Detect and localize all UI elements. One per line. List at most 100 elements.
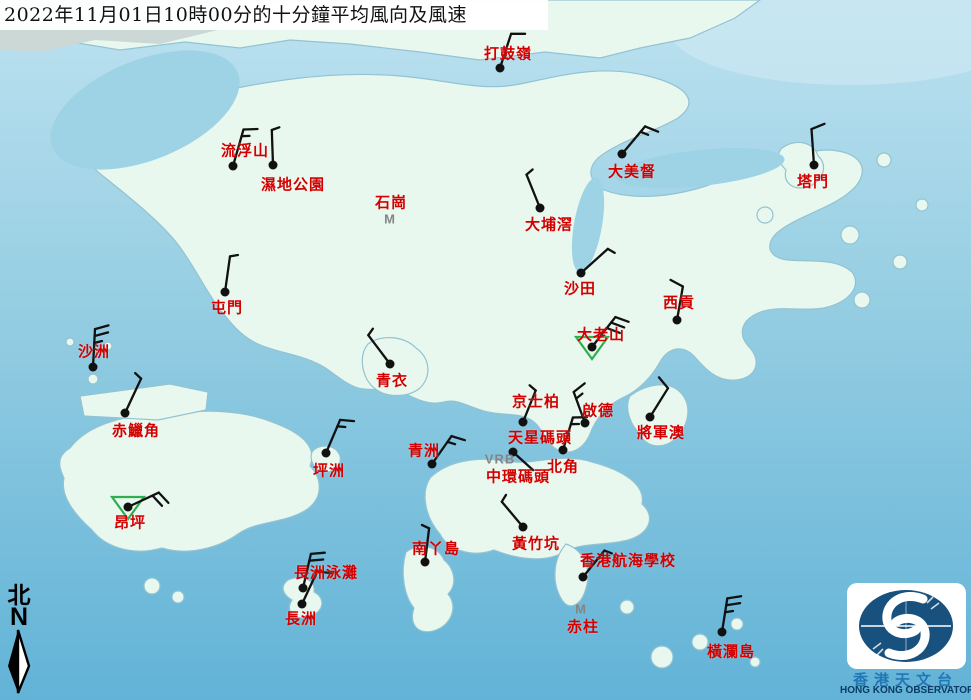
- station-dot: [120, 408, 130, 418]
- station-dot: [298, 583, 308, 593]
- wind-barb-tick-full: [726, 595, 743, 600]
- station-marker-m-stanley: M: [575, 601, 587, 617]
- wind-barb-tick-half: [446, 440, 457, 446]
- station-tseung-kwan-o: [645, 376, 670, 422]
- station-dot: [809, 160, 819, 170]
- tolo-harbour: [615, 148, 785, 188]
- station-label-sai-kung: 西貢: [662, 293, 696, 312]
- wind-barb-staff: [620, 125, 647, 156]
- station-dot: [672, 315, 682, 325]
- wind-barb-tick-half: [336, 425, 347, 429]
- station-label-sha-tin: 沙田: [563, 279, 597, 298]
- station-dot: [220, 287, 230, 297]
- wind-barb-tick-full: [93, 324, 110, 331]
- station-dot: [228, 161, 238, 171]
- wind-barb-tick-full: [93, 331, 110, 338]
- wind-barb-staff: [675, 285, 685, 322]
- station-dot: [268, 160, 278, 170]
- compass-north: 北 N: [2, 584, 36, 699]
- station-dot: [645, 412, 655, 422]
- station-label-north-point: 北角: [546, 457, 580, 476]
- station-dot: [495, 63, 505, 73]
- wind-barb-tick-full: [309, 551, 326, 556]
- station-dot: [420, 557, 430, 567]
- island-hong-kong: [424, 457, 651, 560]
- station-ngong-ping: [109, 491, 170, 521]
- wind-barb-tick-full: [725, 601, 742, 607]
- station-chek-lap-kok: [120, 371, 143, 418]
- station-dot: [717, 627, 727, 637]
- wind-barb-tick-half: [420, 523, 431, 530]
- wind-barb-tick-half: [639, 130, 650, 136]
- station-label-tsing-yi: 青衣: [375, 371, 409, 390]
- wind-barb-tick-full: [605, 326, 622, 335]
- wind-barb-staff: [581, 549, 606, 579]
- sensor-triangle-icon: [573, 335, 611, 361]
- wind-barb-tick-full: [242, 127, 259, 131]
- wind-barb-staff: [423, 527, 431, 564]
- north-arrow-icon: [8, 629, 31, 694]
- deep-bay: [50, 50, 240, 170]
- wind-barb-tick-full: [643, 125, 660, 133]
- station-waglan-island: [717, 595, 743, 637]
- station-ta-kwu-ling: [495, 32, 527, 73]
- wind-barb-staff: [561, 416, 575, 452]
- station-dot: [587, 342, 597, 352]
- station-lau-fau-shan: [228, 127, 259, 171]
- wind-barb-tick-half: [574, 392, 584, 400]
- station-dot: [88, 362, 98, 372]
- station-dot: [518, 522, 528, 532]
- wind-barb-tick-full: [614, 315, 630, 323]
- wind-barb-tick-full: [609, 321, 626, 329]
- wind-barb-staff: [324, 418, 342, 455]
- station-lamma-island: [420, 523, 431, 567]
- wind-barb-staff: [430, 434, 453, 466]
- wind-barb-staff: [498, 32, 513, 70]
- wind-barb-tick-half: [500, 493, 508, 503]
- station-label-cheung-chau: 長洲: [284, 609, 318, 628]
- wind-barb-staff: [367, 334, 392, 366]
- station-dot: [535, 203, 545, 213]
- wind-barb-tick-half: [525, 168, 534, 176]
- station-label-kai-tak: 啟德: [581, 401, 615, 420]
- island-tsing-yi: [361, 337, 429, 397]
- station-marker-m-shek-kong: M: [384, 211, 396, 227]
- wind-barb-tick-half: [270, 126, 281, 132]
- wind-barb-staff: [810, 127, 816, 167]
- station-wetland-park: [268, 126, 281, 170]
- sea-highlight: [670, 0, 971, 85]
- station-kings-park: [518, 384, 537, 427]
- wind-barb-tick-half: [134, 371, 143, 380]
- station-sha-chau: [88, 324, 110, 372]
- station-dot: [617, 149, 627, 159]
- wind-barb-staff: [270, 128, 275, 167]
- station-dot: [297, 599, 307, 609]
- wind-barb-tick-full: [316, 570, 333, 575]
- station-dot: [321, 448, 331, 458]
- sensor-triangle-icon: [109, 495, 147, 521]
- station-label-peng-chau: 坪洲: [312, 461, 346, 480]
- station-label-tap-mun: 塔門: [796, 172, 830, 191]
- station-star-ferry: [508, 447, 535, 472]
- station-label-cheung-chau-beach: 長洲泳灘: [293, 563, 359, 582]
- wind-barb-tick-full: [308, 558, 325, 562]
- station-label-stanley: 赤柱: [566, 617, 600, 636]
- station-wong-chuk-hang: [500, 493, 528, 532]
- wind-barb-tick-half: [93, 339, 104, 345]
- wind-barb-tick-half: [367, 327, 375, 337]
- hko-name-chinese: 香港天文台: [852, 671, 958, 689]
- station-label-ngong-ping: 昂坪: [113, 513, 147, 532]
- island-airport: [79, 383, 209, 421]
- station-dot: [427, 459, 437, 469]
- wind-barb-tick-half: [528, 384, 537, 392]
- station-label-waglan-island: 橫瀾島: [706, 642, 756, 661]
- wind-barb-staff: [720, 597, 729, 634]
- land-new-territories: [90, 70, 863, 453]
- station-label-tuen-mun: 屯門: [210, 298, 244, 317]
- wind-barb-tick-full: [669, 278, 685, 288]
- station-label-ta-kwu-ling: 打鼓嶺: [483, 44, 533, 63]
- station-label-wetland-park: 濕地公園: [260, 175, 326, 194]
- station-label-lau-fau-shan: 流浮山: [220, 141, 270, 160]
